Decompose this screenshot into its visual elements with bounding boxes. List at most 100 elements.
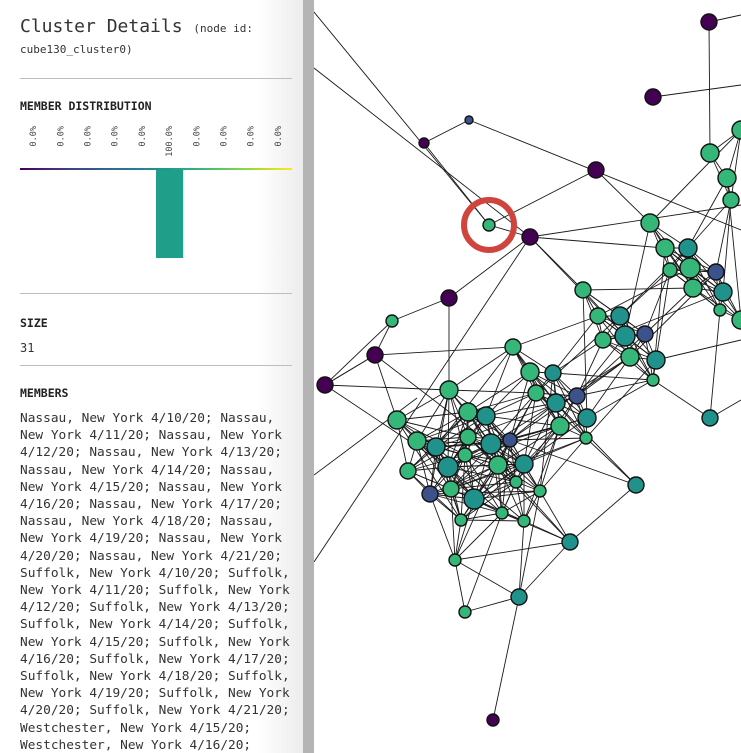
- node: [589, 307, 607, 325]
- edge: [576, 379, 654, 397]
- edge: [569, 484, 637, 543]
- node: [701, 409, 719, 427]
- edge: [473, 490, 541, 500]
- node: [517, 514, 531, 528]
- node: [421, 485, 439, 503]
- edge: [468, 119, 741, 231]
- node: [486, 713, 500, 727]
- edge: [597, 267, 691, 317]
- node-id-label: (node id:: [193, 22, 254, 35]
- node: [458, 402, 478, 422]
- edge: [416, 415, 487, 442]
- bar-label: 0.0%: [138, 126, 148, 146]
- section-title: MEMBERS: [20, 386, 69, 400]
- edge: [396, 389, 450, 421]
- nodes: [316, 13, 741, 727]
- edge: [423, 119, 470, 144]
- edge: [518, 490, 541, 598]
- bar-label: 0.0%: [84, 126, 94, 146]
- edge: [509, 402, 557, 441]
- edge: [314, 11, 490, 226]
- edge: [655, 339, 741, 361]
- edge: [552, 339, 604, 374]
- edge: [655, 269, 671, 361]
- edge: [509, 439, 637, 486]
- edge: [396, 411, 469, 421]
- node: [646, 373, 660, 387]
- edge: [539, 372, 554, 492]
- node: [440, 289, 458, 307]
- edge: [324, 320, 393, 386]
- edge: [454, 519, 462, 561]
- edge: [730, 129, 741, 201]
- edge: [619, 247, 689, 317]
- edge: [324, 384, 449, 468]
- size-value: 31: [20, 341, 35, 355]
- node: [646, 350, 666, 370]
- edge: [585, 437, 637, 486]
- edge: [454, 512, 503, 561]
- node: [509, 475, 523, 489]
- bar-label: 100.0%: [165, 126, 175, 157]
- node: [644, 88, 662, 106]
- edge: [450, 463, 525, 490]
- edge: [324, 384, 450, 391]
- edge: [535, 392, 587, 439]
- node: [366, 346, 384, 364]
- node: [678, 238, 698, 258]
- node: [463, 488, 485, 510]
- edge: [485, 371, 531, 417]
- edge: [391, 297, 450, 322]
- panel-title: Cluster Details (node id:: [20, 16, 253, 37]
- node: [520, 362, 540, 382]
- edge: [324, 354, 376, 386]
- edge: [582, 287, 694, 291]
- edge: [374, 354, 398, 421]
- edge: [523, 425, 561, 522]
- node: [620, 347, 640, 367]
- edge: [407, 454, 466, 472]
- node: [561, 533, 579, 551]
- node: [514, 454, 534, 474]
- node: [454, 513, 468, 527]
- edge: [539, 490, 571, 543]
- edge: [464, 596, 520, 613]
- edge: [460, 512, 503, 521]
- edge: [509, 437, 587, 441]
- edge: [552, 372, 587, 439]
- divider: [20, 365, 292, 366]
- edge: [518, 520, 525, 598]
- edge: [460, 519, 525, 522]
- scrollbar[interactable]: [303, 0, 314, 753]
- edge: [649, 129, 741, 224]
- edge: [467, 436, 571, 543]
- edge: [396, 419, 466, 456]
- node: [594, 331, 612, 349]
- edge: [644, 287, 694, 335]
- section-title: MEMBER DISTRIBUTION: [20, 99, 152, 113]
- divider: [20, 78, 292, 79]
- node: [731, 120, 741, 140]
- edge: [450, 436, 469, 490]
- node: [418, 137, 430, 149]
- edge: [314, 67, 531, 238]
- node: [722, 191, 740, 209]
- node: [437, 456, 459, 478]
- node: [448, 553, 462, 567]
- edge: [652, 379, 711, 419]
- edge: [586, 356, 631, 419]
- node: [731, 310, 741, 330]
- node: [707, 263, 725, 281]
- edge: [552, 372, 654, 381]
- node: [550, 416, 570, 436]
- edge: [485, 415, 517, 483]
- edge: [552, 315, 599, 374]
- node[interactable]: [482, 218, 496, 232]
- edge: [687, 199, 732, 249]
- node: [713, 303, 727, 317]
- node: [476, 406, 496, 426]
- edge: [314, 236, 531, 563]
- edge: [518, 541, 571, 598]
- edge: [454, 541, 571, 561]
